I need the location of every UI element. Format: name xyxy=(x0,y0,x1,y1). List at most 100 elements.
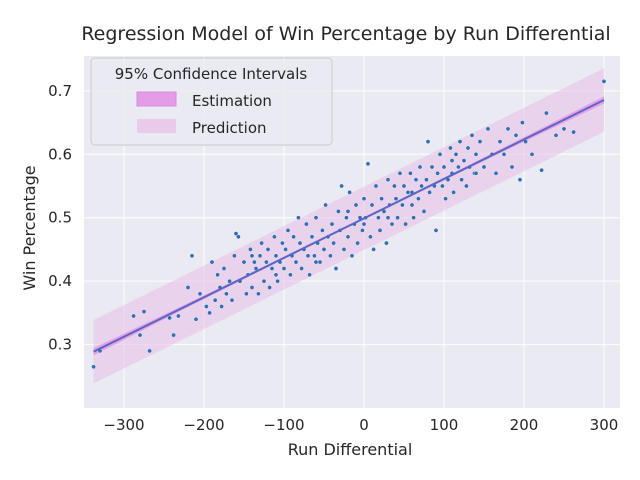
data-point xyxy=(283,247,288,252)
data-point xyxy=(176,313,181,319)
data-point xyxy=(408,170,413,176)
data-point xyxy=(328,253,333,259)
data-point xyxy=(248,247,253,252)
data-point xyxy=(320,228,325,233)
data-point xyxy=(544,110,549,116)
data-point xyxy=(353,202,359,208)
data-point xyxy=(257,253,263,259)
data-point xyxy=(473,170,479,176)
data-point xyxy=(493,170,499,176)
data-point xyxy=(147,348,152,354)
legend-title: 95% Confidence Intervals xyxy=(115,65,308,83)
x-tick-label: 100 xyxy=(430,416,459,434)
data-point xyxy=(309,234,315,240)
data-point xyxy=(291,234,296,240)
data-point xyxy=(461,158,467,163)
x-tick-label: −300 xyxy=(103,416,144,434)
data-point xyxy=(361,196,367,201)
data-point xyxy=(553,132,559,138)
data-point xyxy=(505,126,511,132)
data-point xyxy=(288,272,293,278)
data-point xyxy=(193,316,199,322)
data-point xyxy=(313,215,319,220)
data-point xyxy=(456,164,461,170)
data-point xyxy=(433,228,439,233)
data-point xyxy=(285,228,291,233)
data-point xyxy=(453,151,459,157)
y-tick-label: 0.5 xyxy=(48,209,72,227)
data-point xyxy=(371,247,376,252)
data-point xyxy=(443,196,448,201)
data-point xyxy=(171,332,176,338)
data-point xyxy=(409,202,415,208)
data-point xyxy=(435,170,440,176)
data-point xyxy=(249,253,255,259)
data-point xyxy=(323,202,328,208)
data-point xyxy=(236,234,241,240)
data-point xyxy=(261,278,267,284)
data-point xyxy=(141,309,147,314)
y-tick-label: 0.7 xyxy=(48,82,72,100)
data-point xyxy=(481,164,487,170)
data-point xyxy=(413,177,419,182)
data-point xyxy=(185,285,191,290)
data-point xyxy=(451,190,456,195)
data-point xyxy=(229,297,235,303)
y-tick-label: 0.3 xyxy=(48,336,72,354)
data-point xyxy=(417,164,423,170)
legend-label-estimation: Estimation xyxy=(192,92,272,110)
data-point xyxy=(347,190,352,195)
data-point xyxy=(401,183,407,189)
data-point xyxy=(312,253,317,259)
data-point xyxy=(459,177,464,182)
data-point xyxy=(384,240,389,246)
data-point xyxy=(561,126,567,132)
data-point xyxy=(539,167,544,173)
data-point xyxy=(293,259,299,265)
legend-label-prediction: Prediction xyxy=(192,119,267,137)
data-point xyxy=(344,215,349,220)
data-point xyxy=(393,196,399,201)
data-point xyxy=(345,209,351,214)
data-point xyxy=(91,364,96,370)
data-point xyxy=(457,139,463,144)
data-point xyxy=(520,120,525,125)
tick-labels: −300 −200 −100 0 100 200 300 0.3 0.4 0.5 0.6 0.7 xyxy=(48,82,618,434)
data-point xyxy=(131,313,136,319)
data-point xyxy=(469,132,475,138)
data-point xyxy=(269,266,275,271)
data-point xyxy=(427,190,432,195)
data-point xyxy=(249,285,255,290)
legend-swatch-prediction xyxy=(137,119,176,133)
data-point xyxy=(465,145,471,151)
data-point xyxy=(275,278,280,284)
data-point xyxy=(307,272,312,278)
data-point xyxy=(331,240,336,246)
data-point xyxy=(241,259,247,265)
data-point xyxy=(273,253,279,259)
data-point xyxy=(197,291,203,297)
data-point xyxy=(421,209,427,214)
data-point xyxy=(448,145,453,151)
data-point xyxy=(204,304,209,309)
x-tick-label: −100 xyxy=(263,416,304,434)
data-point xyxy=(385,215,391,220)
data-point xyxy=(571,129,576,135)
regression-line xyxy=(93,99,605,353)
data-point xyxy=(477,139,483,144)
data-point xyxy=(405,190,411,195)
data-point xyxy=(321,247,327,252)
data-point xyxy=(419,183,424,189)
y-axis-label: Win Percentage xyxy=(20,165,39,290)
data-point xyxy=(305,253,311,259)
data-point xyxy=(424,177,429,182)
data-point xyxy=(473,151,479,157)
data-point xyxy=(296,215,301,220)
data-point xyxy=(297,240,303,246)
x-axis-label: Run Differential xyxy=(288,440,413,459)
data-point xyxy=(368,234,373,240)
data-point xyxy=(365,161,371,167)
data-point xyxy=(209,259,215,265)
data-point xyxy=(189,253,195,259)
data-point xyxy=(369,202,375,208)
